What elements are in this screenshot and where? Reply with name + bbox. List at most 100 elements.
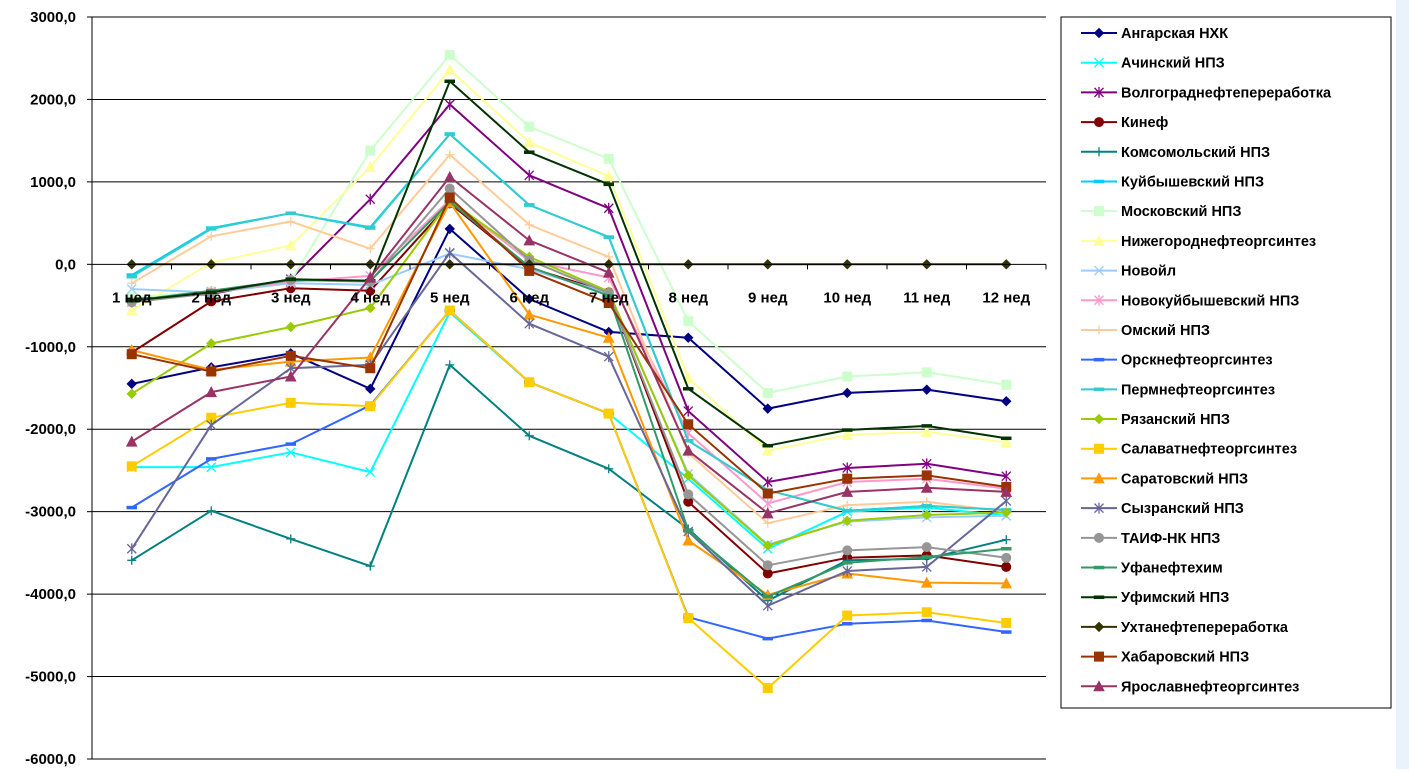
data-point <box>921 504 932 508</box>
series-line <box>131 133 1007 512</box>
series-14 <box>126 195 1012 551</box>
data-point <box>603 153 614 164</box>
data-point <box>842 500 852 510</box>
legend-swatch-marker <box>1093 680 1105 692</box>
series-7 <box>126 49 1012 398</box>
legend-swatch-marker <box>1094 265 1104 276</box>
legend-item: Орскнефтеоргсинтез <box>1081 353 1273 369</box>
legend-item: Уфанефтехим <box>1081 561 1223 577</box>
data-point <box>285 211 296 215</box>
legend-label: Пермнефтеоргсинтез <box>1121 382 1275 398</box>
data-point <box>602 266 615 278</box>
data-point <box>762 488 773 499</box>
data-point <box>206 338 217 349</box>
data-point <box>524 220 534 230</box>
legend-swatch-marker <box>1093 179 1105 184</box>
legend-swatch-marker <box>1094 325 1104 335</box>
data-point <box>682 444 695 456</box>
legend-label: Уфимский НПЗ <box>1121 590 1229 606</box>
data-point <box>1000 436 1013 448</box>
legend-item: Волгограднефтепереработка <box>1081 85 1332 101</box>
data-point <box>761 507 774 519</box>
x-tick-label: 9 нед <box>748 289 788 306</box>
legend-label: Кинеф <box>1121 115 1169 131</box>
data-point <box>127 278 137 288</box>
data-point <box>603 293 614 298</box>
data-point <box>1001 617 1012 628</box>
legend-item: Омский НПЗ <box>1081 323 1210 339</box>
data-point <box>921 555 932 559</box>
data-point <box>921 618 932 623</box>
data-point <box>444 305 455 316</box>
data-point <box>206 290 217 295</box>
data-point <box>524 203 535 207</box>
series-line <box>131 80 1007 447</box>
data-point <box>842 622 853 626</box>
data-point <box>921 561 932 573</box>
legend-label: Рязанский НПЗ <box>1121 412 1230 428</box>
data-point <box>126 274 137 279</box>
series-22 <box>126 192 1012 499</box>
data-point <box>444 247 455 259</box>
data-point <box>842 462 853 474</box>
window-edge <box>1396 0 1409 769</box>
data-point <box>445 150 455 160</box>
legend-item: Новойл <box>1081 264 1176 280</box>
series-1 <box>126 223 1012 414</box>
legend-swatch-marker <box>1094 532 1104 543</box>
data-point <box>524 121 535 132</box>
data-point <box>125 435 138 447</box>
data-point <box>365 401 376 412</box>
data-point <box>444 98 455 110</box>
legend-label: Нижегороднефтеоргсинтез <box>1121 234 1316 250</box>
legend-swatch-marker <box>1093 413 1105 425</box>
legend-label: Московский НПЗ <box>1121 204 1241 220</box>
series-line <box>131 311 1007 550</box>
data-point <box>445 360 455 370</box>
data-point <box>286 216 296 226</box>
data-point <box>682 534 695 546</box>
data-point <box>762 568 773 579</box>
legend-label: Ачинский НПЗ <box>1121 56 1225 72</box>
data-point <box>921 607 932 618</box>
data-point <box>206 227 217 231</box>
legend-item: Рязанский НПЗ <box>1081 412 1230 428</box>
legend-swatch-marker <box>1094 86 1104 98</box>
data-point <box>842 545 853 556</box>
data-point <box>364 160 377 173</box>
series-line <box>131 68 1007 452</box>
legend-item: Нижегороднефтеоргсинтез <box>1081 234 1316 250</box>
legend-box <box>1060 16 1392 709</box>
data-point <box>842 561 853 565</box>
legend-item: Ярославнефтеоргсинтез <box>1081 679 1299 695</box>
data-point <box>683 613 694 624</box>
data-point <box>762 600 773 612</box>
x-tick-label: 11 нед <box>903 289 950 306</box>
data-point <box>524 265 535 276</box>
data-point <box>842 610 853 621</box>
data-point <box>443 63 456 75</box>
series-lines <box>125 49 1013 694</box>
data-point <box>602 170 615 182</box>
series-20 <box>126 79 1012 448</box>
data-point <box>206 231 216 241</box>
legend-label: Ангарская НХК <box>1121 26 1228 42</box>
legend-swatch-marker <box>1094 57 1104 68</box>
series-line <box>130 251 1007 607</box>
legend-label: ТАИФ-НК НПЗ <box>1121 531 1220 547</box>
series-line <box>131 153 1007 525</box>
x-tick-label: 12 нед <box>982 289 1030 306</box>
data-point <box>1001 395 1012 407</box>
data-point <box>285 350 296 361</box>
y-tick-label: -3000,0 <box>25 504 76 521</box>
data-point <box>762 560 773 571</box>
legend-item: Ангарская НХК <box>1081 26 1228 42</box>
series-6 <box>126 132 1012 513</box>
x-tick-label: 2 нед <box>192 289 232 306</box>
legend-item: Комсомольский НПЗ <box>1081 145 1270 161</box>
data-point <box>842 509 853 513</box>
data-point <box>842 428 853 432</box>
legend-swatch-marker <box>1093 595 1105 599</box>
data-point <box>285 277 296 281</box>
